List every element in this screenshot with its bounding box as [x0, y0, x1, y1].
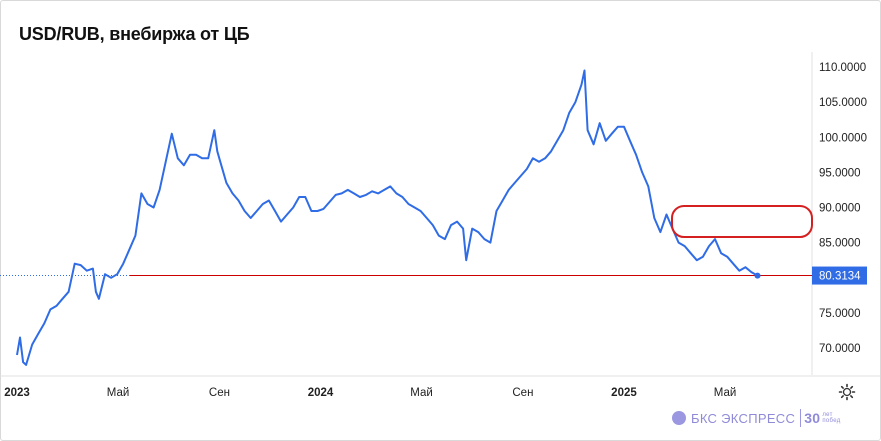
series-line[interactable]: [16, 69, 758, 366]
brand-logo: БКС ЭКСПРЕСС 30 лет побед: [672, 407, 841, 429]
x-tick-label: Сен: [512, 387, 533, 399]
brand-separator: [800, 409, 802, 427]
y-tick-label: 85.0000: [819, 238, 861, 250]
x-tick-label: Май: [410, 387, 433, 399]
x-tick-label: Сен: [209, 387, 230, 399]
current-price-label: 80.3134: [819, 271, 861, 283]
y-tick-label: 75.0000: [819, 308, 861, 320]
y-tick-label: 90.0000: [819, 203, 861, 215]
highlight-box-group: [671, 205, 813, 238]
chart-title: USD/RUB, внебиржа от ЦБ: [19, 24, 250, 44]
current-price-label-bg: [812, 266, 867, 285]
current-price-label-group: 80.3134: [812, 266, 867, 285]
x-tick-label: 2024: [308, 387, 334, 399]
y-tick-label: 70.0000: [819, 343, 861, 355]
y-tick-label: 110.0000: [819, 62, 866, 74]
highlight-box: [671, 205, 813, 238]
brand-name: БКС ЭКСПРЕСС: [691, 410, 796, 426]
y-tick-label: 100.0000: [819, 132, 867, 144]
x-tick-label: 2025: [611, 387, 637, 399]
brand-badge-sub: лет побед: [822, 412, 841, 424]
x-tick-label: Май: [714, 387, 737, 399]
y-tick-label: 105.0000: [819, 97, 867, 109]
y-ticks: 110.0000 105.0000 100.0000 95.0000 90.0000 85…: [819, 62, 867, 355]
x-tick-label: Май: [107, 387, 130, 399]
x-ticks: 2023 Май Сен 2024 Май Сен 2025 Май: [4, 387, 736, 399]
brand-badge: 30: [804, 410, 821, 426]
x-tick-label: 2023: [4, 387, 30, 399]
axes-group: [0, 52, 880, 377]
y-tick-label: 95.0000: [819, 167, 861, 179]
brand-dot-icon: [672, 411, 686, 425]
series-group: [16, 69, 761, 366]
last-point-marker: [754, 272, 761, 279]
gear-icon[interactable]: [838, 383, 856, 401]
